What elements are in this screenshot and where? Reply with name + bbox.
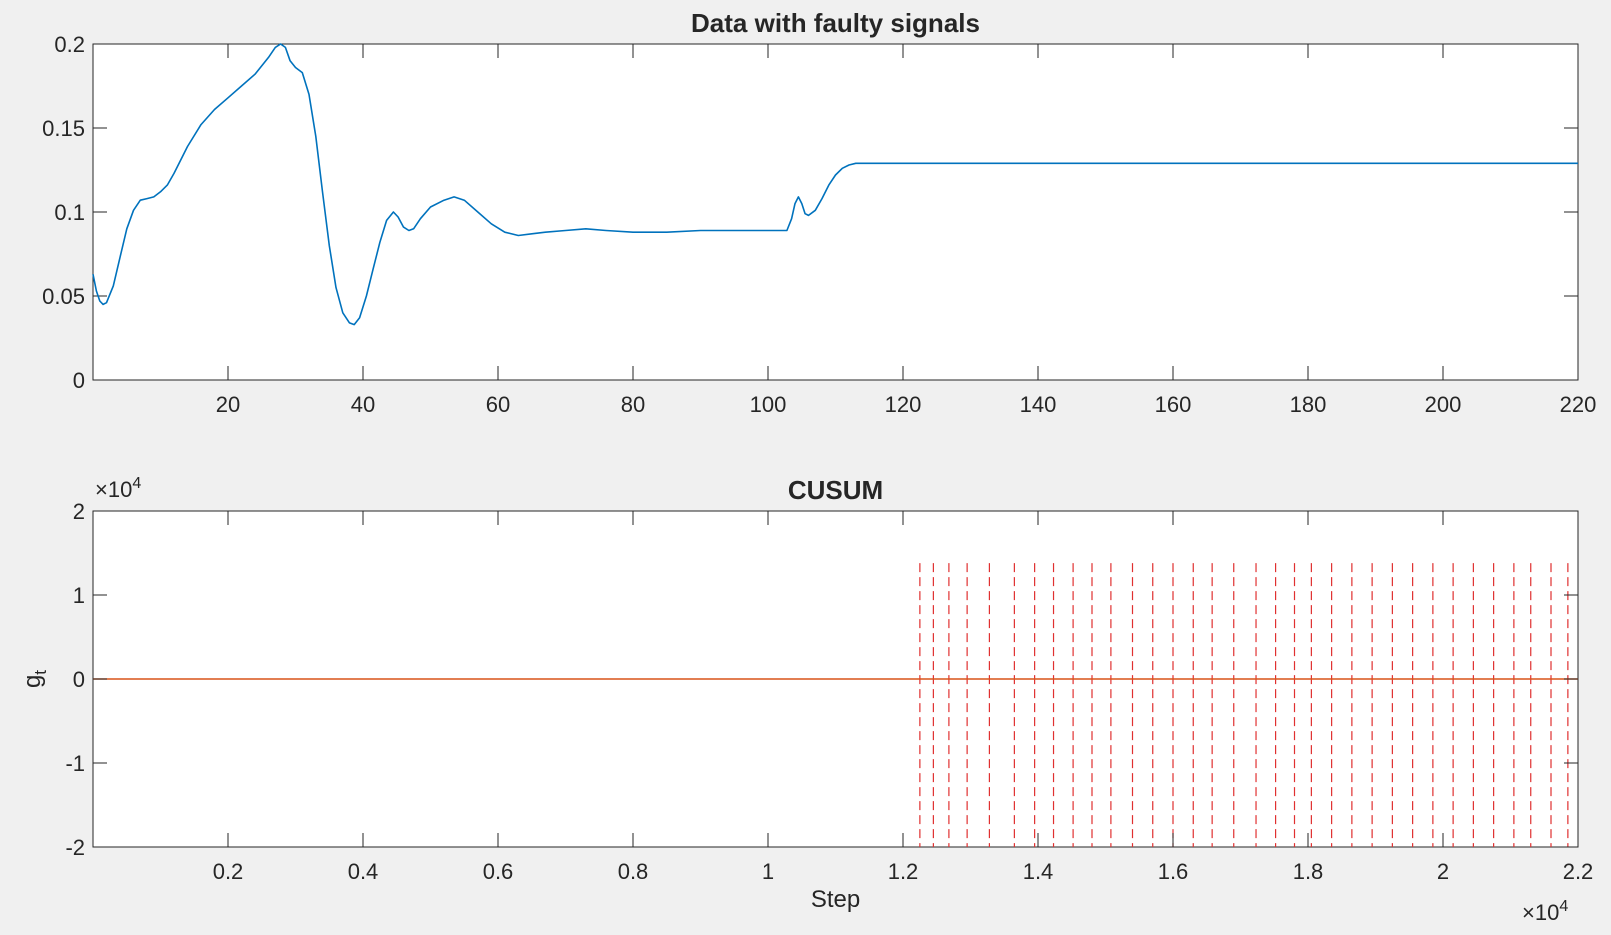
- y-axis-label-main: g: [19, 675, 46, 688]
- x-tick-label: 220: [1560, 392, 1597, 417]
- bottom-chart-title: CUSUM: [788, 475, 883, 505]
- x-tick-label: 200: [1425, 392, 1462, 417]
- x-tick-label: 1.8: [1293, 859, 1324, 884]
- bottom-axes: CUSUM 0.2 0.4 0.6 0.8 1 1.2 1.4 1.6 1.8 2 2.2 -2 -1…: [19, 475, 1593, 925]
- x-tick-label: 0.4: [348, 859, 379, 884]
- x-tick-label: 1.4: [1023, 859, 1054, 884]
- x-tick-label: 60: [486, 392, 510, 417]
- x-tick-label: 40: [351, 392, 375, 417]
- top-series-group: [92, 43, 1578, 326]
- x-tick-label: 1: [762, 859, 774, 884]
- x-axis-label: Step: [811, 886, 860, 913]
- x-tick-label: 1.2: [888, 859, 919, 884]
- y-axis-label: gt: [19, 670, 50, 688]
- x-tick-label: 2.2: [1563, 859, 1594, 884]
- x-exponent-base: ×10: [1522, 900, 1559, 925]
- x-tick-label: 2: [1437, 859, 1449, 884]
- x-tick-label: 80: [621, 392, 645, 417]
- y-tick-label: 0.05: [42, 284, 85, 309]
- x-tick-label: 120: [885, 392, 922, 417]
- y-tick-label: 0.15: [42, 116, 85, 141]
- y-tick-label: -2: [65, 835, 85, 860]
- bottom-y-axis-ticks: -2 -1 0 1 2: [65, 499, 1578, 860]
- x-tick-label: 160: [1155, 392, 1192, 417]
- series-line: [92, 43, 1578, 326]
- y-tick-label: 0.2: [54, 32, 85, 57]
- top-chart-title: Data with faulty signals: [691, 8, 980, 38]
- y-tick-label: 1: [73, 583, 85, 608]
- y-tick-label: 0.1: [54, 200, 85, 225]
- x-tick-label: 0.8: [618, 859, 649, 884]
- y-exponent-base: ×10: [95, 477, 132, 502]
- top-axes: Data with faulty signals 20 40 60 80 100 120 1…: [42, 8, 1596, 417]
- top-y-axis-ticks: 0 0.05 0.1 0.15 0.2: [42, 32, 1578, 393]
- x-tick-label: 100: [750, 392, 787, 417]
- y-axis-exponent: ×104: [95, 475, 141, 502]
- x-tick-label: 140: [1020, 392, 1057, 417]
- x-tick-label: 1.6: [1158, 859, 1189, 884]
- y-tick-label: 0: [73, 667, 85, 692]
- x-tick-label: 180: [1290, 392, 1327, 417]
- y-axis-label-subscript: t: [31, 670, 50, 675]
- y-exponent-power: 4: [132, 475, 141, 492]
- alarm-lines-group: [919, 563, 1569, 847]
- x-tick-label: 0.6: [483, 859, 514, 884]
- y-tick-label: 2: [73, 499, 85, 524]
- x-axis-exponent: ×104: [1522, 898, 1568, 925]
- top-x-axis-ticks: 20 40 60 80 100 120 140 160 180 200 220: [216, 44, 1597, 417]
- top-plot-area: [92, 43, 1579, 381]
- x-exponent-power: 4: [1559, 898, 1568, 915]
- y-tick-label: 0: [73, 368, 85, 393]
- bottom-x-axis-ticks: 0.2 0.4 0.6 0.8 1 1.2 1.4 1.6 1.8 2 2.2: [213, 511, 1594, 884]
- x-tick-label: 20: [216, 392, 240, 417]
- y-tick-label: -1: [65, 751, 85, 776]
- x-tick-label: 0.2: [213, 859, 244, 884]
